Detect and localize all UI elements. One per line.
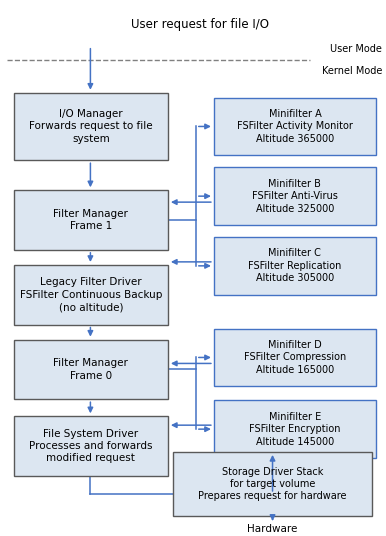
FancyBboxPatch shape xyxy=(214,167,376,225)
Text: Storage Driver Stack
for target volume
Prepares request for hardware: Storage Driver Stack for target volume P… xyxy=(198,466,347,501)
FancyBboxPatch shape xyxy=(173,452,372,516)
Text: Minifilter B
FSFilter Anti-Virus
Altitude 325000: Minifilter B FSFilter Anti-Virus Altitud… xyxy=(252,178,338,213)
FancyBboxPatch shape xyxy=(214,237,376,295)
Text: I/O Manager
Forwards request to file
system: I/O Manager Forwards request to file sys… xyxy=(29,109,153,144)
Text: Minifilter A
FSFilter Activity Monitor
Altitude 365000: Minifilter A FSFilter Activity Monitor A… xyxy=(237,109,353,144)
FancyBboxPatch shape xyxy=(14,265,168,325)
Text: Filter Manager
Frame 0: Filter Manager Frame 0 xyxy=(54,358,128,381)
Text: File System Driver
Processes and forwards
modified request: File System Driver Processes and forward… xyxy=(29,429,152,464)
Text: Legacy Filter Driver
FSFilter Continuous Backup
(no altitude): Legacy Filter Driver FSFilter Continuous… xyxy=(20,277,162,312)
Text: Kernel Mode: Kernel Mode xyxy=(322,66,382,76)
FancyBboxPatch shape xyxy=(214,400,376,458)
FancyBboxPatch shape xyxy=(214,329,376,386)
Text: User request for file I/O: User request for file I/O xyxy=(131,18,269,31)
Text: Minifilter C
FSFilter Replication
Altitude 305000: Minifilter C FSFilter Replication Altitu… xyxy=(248,249,342,283)
Text: Filter Manager
Frame 1: Filter Manager Frame 1 xyxy=(54,209,128,231)
FancyBboxPatch shape xyxy=(14,416,168,476)
Text: Minifilter D
FSFilter Compression
Altitude 165000: Minifilter D FSFilter Compression Altitu… xyxy=(244,340,346,375)
Text: Minifilter E
FSFilter Encryption
Altitude 145000: Minifilter E FSFilter Encryption Altitud… xyxy=(249,412,341,446)
Text: Hardware: Hardware xyxy=(247,524,298,534)
FancyBboxPatch shape xyxy=(14,190,168,250)
FancyBboxPatch shape xyxy=(14,93,168,160)
Text: User Mode: User Mode xyxy=(330,44,382,54)
FancyBboxPatch shape xyxy=(14,339,168,399)
FancyBboxPatch shape xyxy=(214,98,376,155)
